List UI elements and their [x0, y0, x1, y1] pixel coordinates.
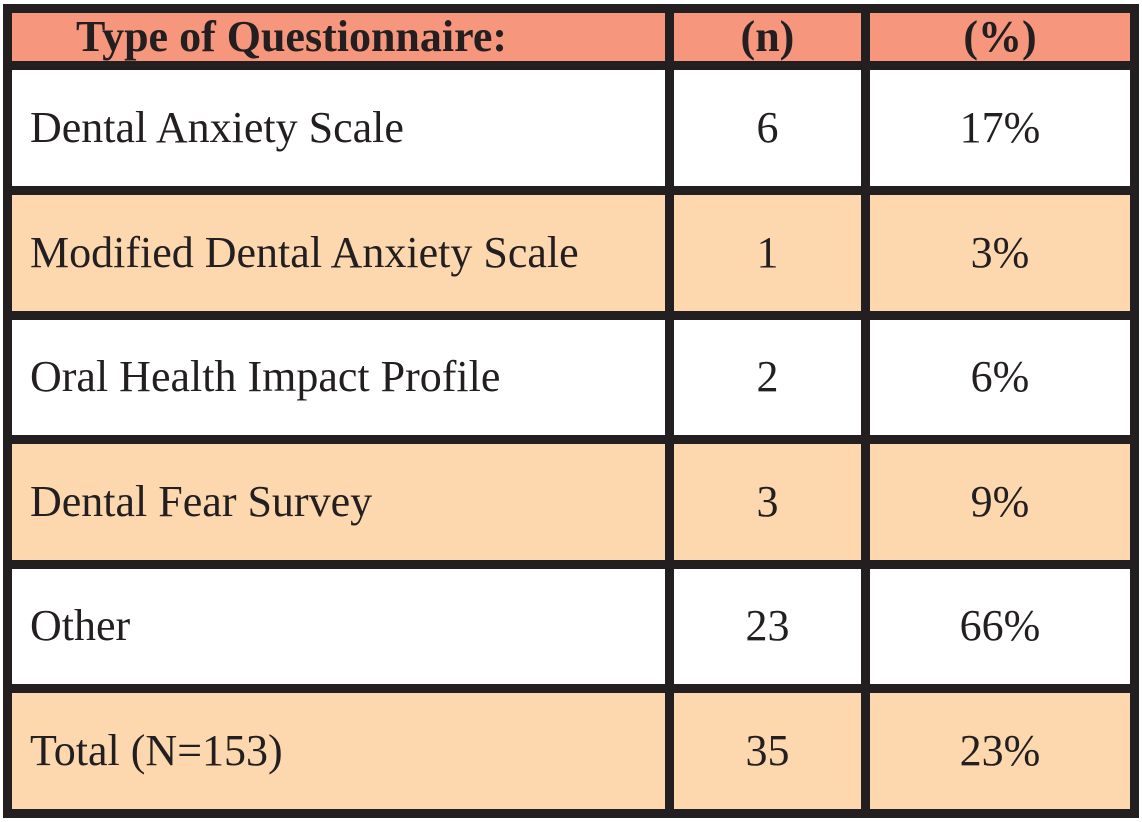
table-row: Dental Anxiety Scale 6 17%: [3, 61, 1140, 195]
row-count-value: 6: [664, 61, 870, 195]
table-row: Modified Dental Anxiety Scale 1 3%: [3, 185, 1140, 320]
row-questionnaire-label: Total (N=153): [3, 684, 674, 818]
table-row: Other 23 66%: [3, 559, 1140, 694]
row-count-value: 3: [664, 435, 870, 569]
table-header: Type of Questionnaire: (n) (%): [3, 3, 1140, 71]
row-questionnaire-label: Dental Fear Survey: [3, 435, 674, 569]
table-row: Oral Health Impact Profile 2 6%: [3, 310, 1140, 445]
row-percent-value: 66%: [860, 559, 1140, 694]
row-questionnaire-label: Dental Anxiety Scale: [3, 61, 674, 195]
row-questionnaire-label: Other: [3, 559, 674, 694]
questionnaire-table: Type of Questionnaire: (n) (%) Dental An…: [3, 3, 1140, 818]
table-row: Total (N=153) 35 23%: [3, 684, 1140, 818]
row-percent-value: 3%: [860, 185, 1140, 320]
column-header-percent: (%): [860, 3, 1140, 71]
row-questionnaire-label: Modified Dental Anxiety Scale: [3, 185, 674, 320]
table-body: Dental Anxiety Scale 6 17% Modified Dental …: [3, 61, 1140, 818]
row-percent-value: 23%: [860, 684, 1140, 818]
row-questionnaire-label: Oral Health Impact Profile: [3, 310, 674, 445]
row-percent-value: 17%: [860, 61, 1140, 195]
column-header-n: (n): [664, 3, 870, 71]
row-count-value: 23: [664, 559, 870, 694]
row-count-value: 1: [664, 185, 870, 320]
row-count-value: 2: [664, 310, 870, 445]
header-row: Type of Questionnaire: (n) (%): [3, 3, 1140, 71]
row-count-value: 35: [664, 684, 870, 818]
row-percent-value: 9%: [860, 435, 1140, 569]
table-row: Dental Fear Survey 3 9%: [3, 435, 1140, 569]
row-percent-value: 6%: [860, 310, 1140, 445]
column-header-questionnaire-type: Type of Questionnaire:: [3, 3, 674, 71]
